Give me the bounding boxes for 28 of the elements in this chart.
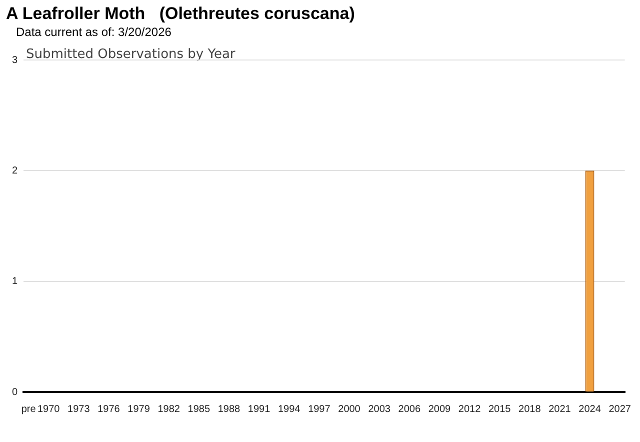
- x-tick-label: 1970: [37, 404, 60, 415]
- y-tick-label: 3: [12, 54, 18, 66]
- x-tick-label: 2024: [578, 404, 602, 415]
- x-tick-label: 2018: [518, 404, 542, 415]
- x-tick-label: 2006: [398, 404, 421, 415]
- x-tick-label: 1973: [68, 404, 90, 415]
- x-tick-label: 1982: [158, 404, 180, 415]
- x-tick-label: 1991: [248, 404, 271, 415]
- x-tick-label: 2015: [488, 404, 512, 415]
- y-tick-label: 2: [12, 165, 18, 176]
- y-tick-label: 1: [12, 276, 18, 288]
- chart-title: A Leafroller Moth (Olethreutes coruscana): [6, 4, 356, 24]
- x-tick-label: 1988: [218, 404, 241, 415]
- x-tick-label: 2021: [548, 404, 572, 415]
- x-tick-label: 1994: [278, 404, 301, 415]
- x-tick-label: 2009: [428, 404, 452, 415]
- y-tick-label: 0: [12, 386, 18, 398]
- x-tick-label: 1985: [188, 404, 210, 415]
- chart-subtitle: Data current as of: 3/20/2026: [16, 25, 172, 39]
- x-tick-label: 1997: [308, 404, 331, 415]
- x-tick-label: 2027: [608, 404, 632, 415]
- x-tick-label: 2003: [368, 404, 391, 415]
- annotation: Submitted Observations by Year: [26, 47, 236, 62]
- x-tick-label: 1979: [128, 404, 150, 415]
- x-tick-label: pre: [21, 404, 36, 415]
- x-tick-label: 1976: [98, 404, 120, 415]
- x-tick-label: 2012: [458, 404, 482, 415]
- x-tick-label: 2000: [338, 404, 361, 415]
